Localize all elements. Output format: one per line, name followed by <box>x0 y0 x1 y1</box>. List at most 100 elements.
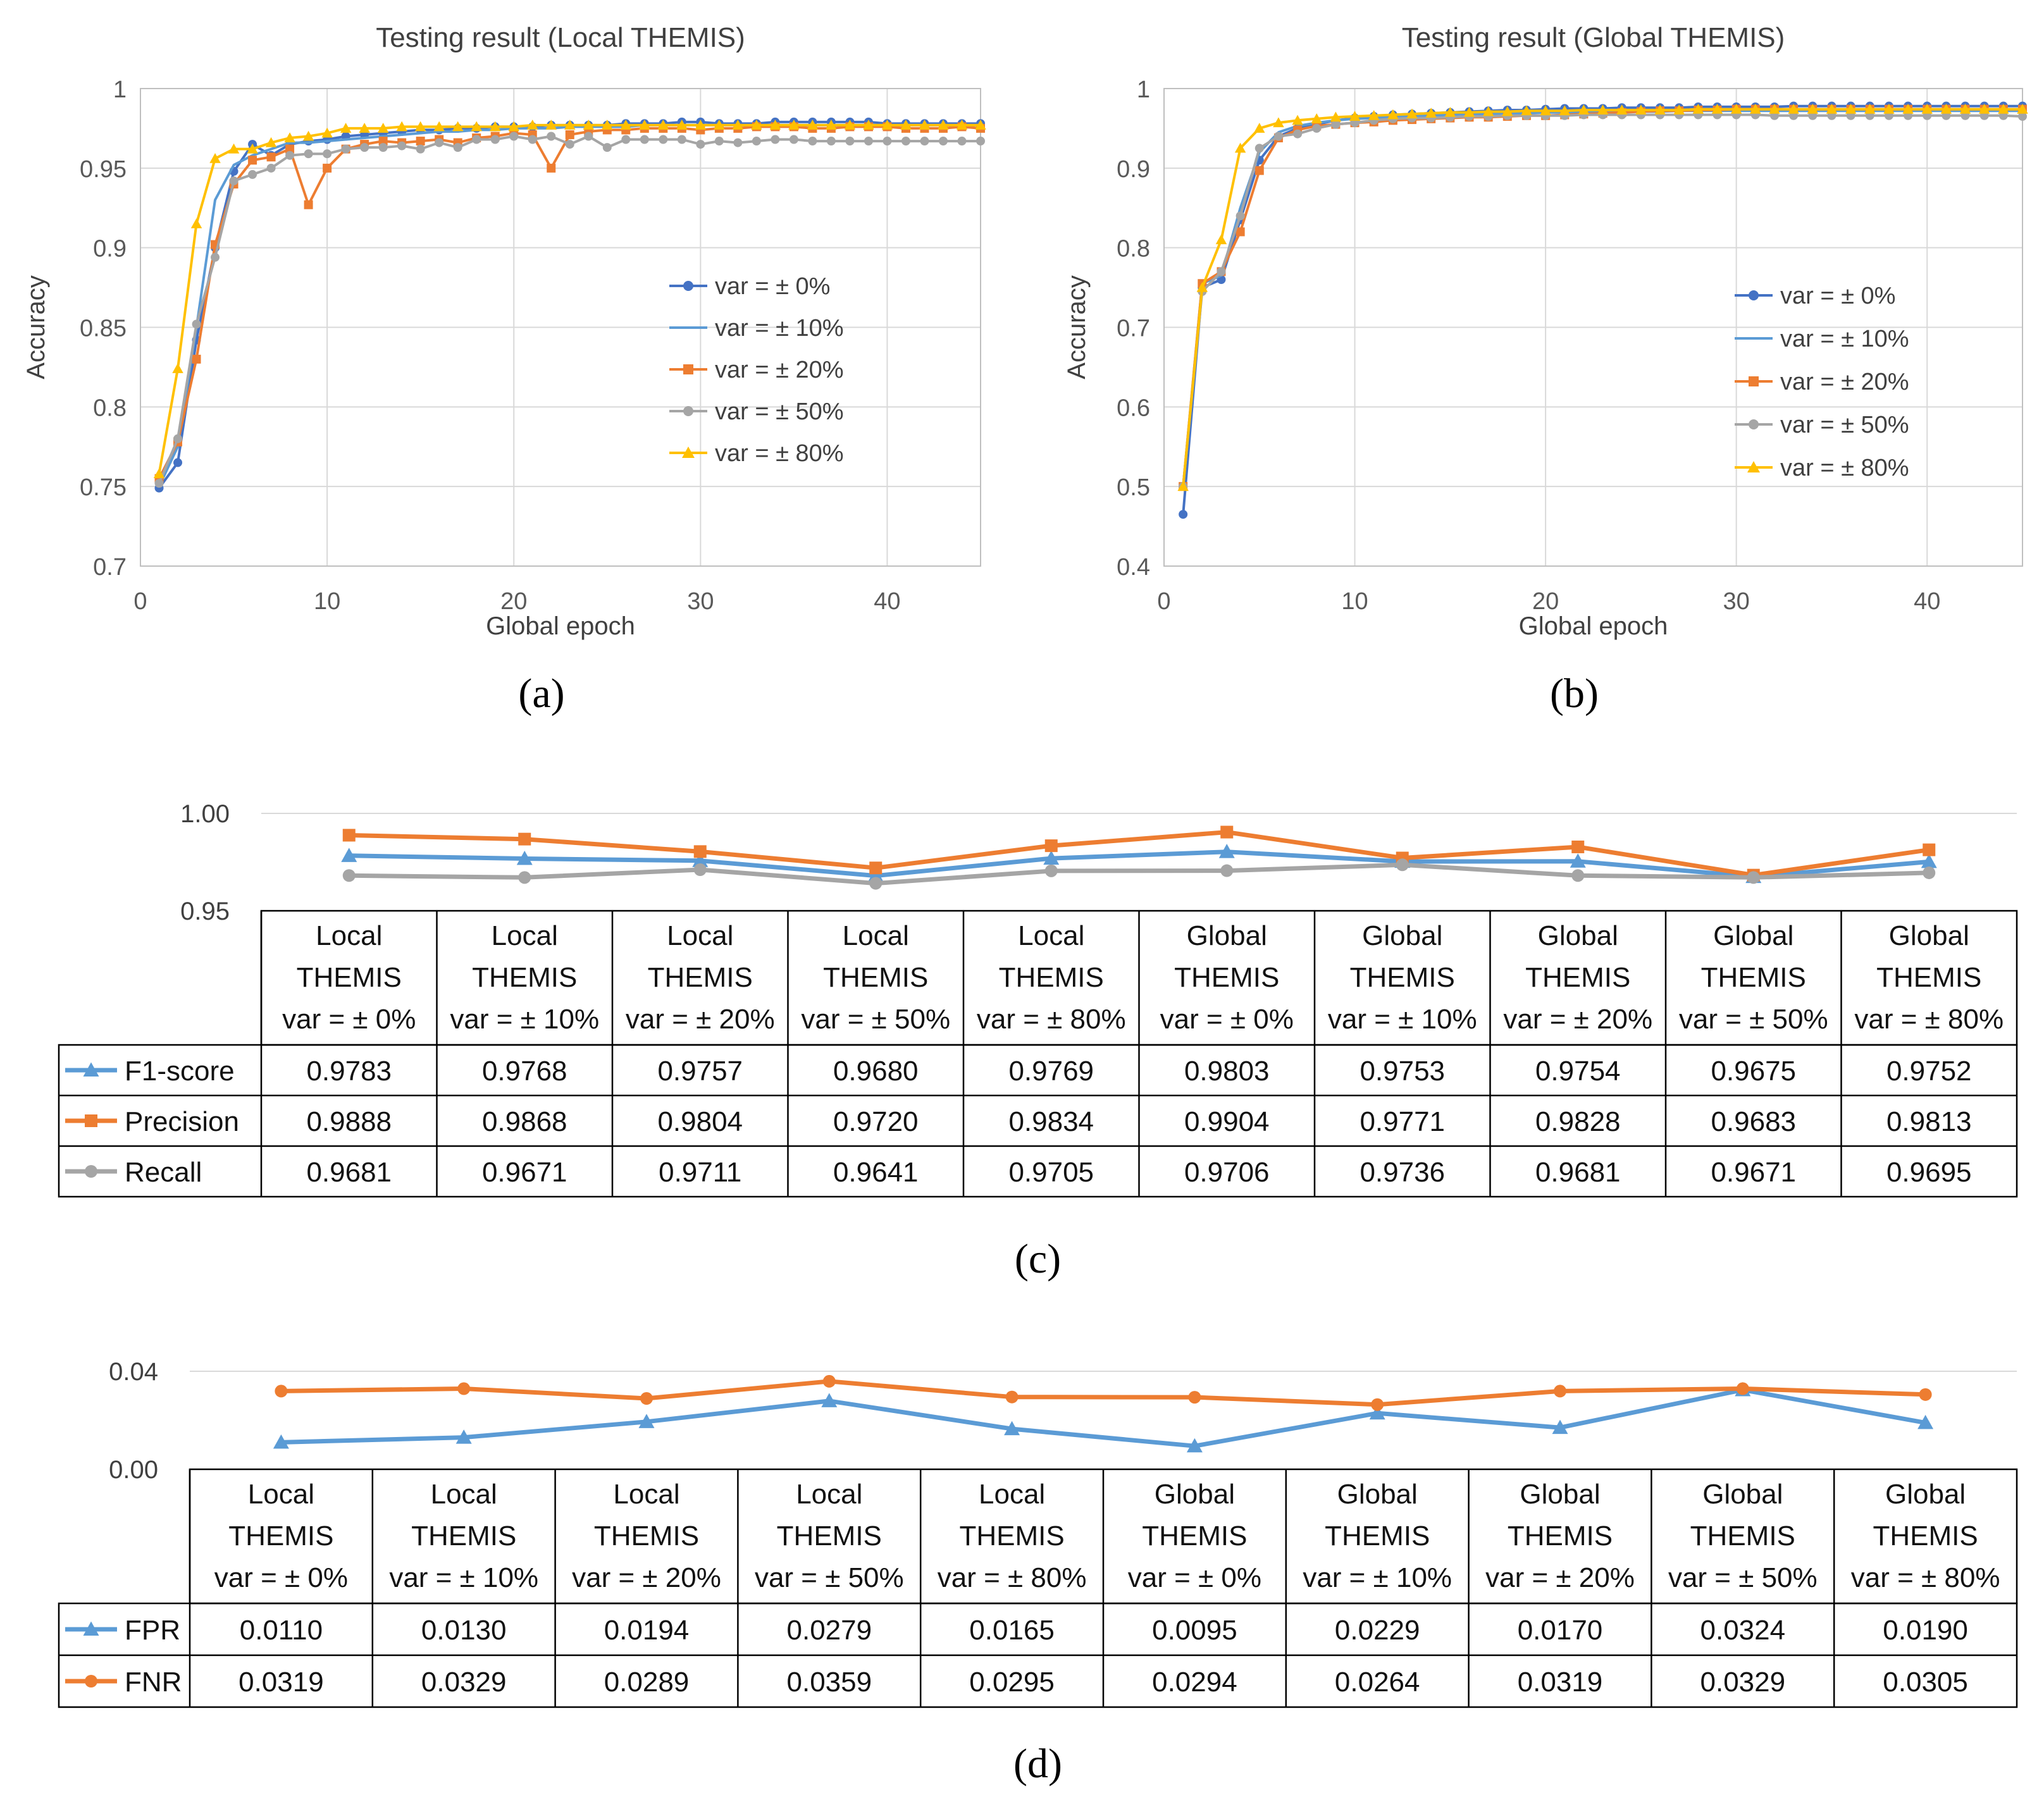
table-header-text: var = ± 50% <box>1679 1004 1828 1035</box>
data-point <box>2017 103 2028 114</box>
table-cell: 0.9695 <box>1886 1157 1972 1188</box>
table-header-text: var = ± 0% <box>1128 1562 1261 1593</box>
data-point <box>640 1392 653 1405</box>
series-line-recall <box>349 862 1929 886</box>
data-point <box>1883 103 1895 114</box>
table-header-text: THEMIS <box>777 1521 882 1552</box>
data-point <box>1917 1414 1934 1429</box>
table-header-text: THEMIS <box>1701 962 1806 993</box>
y-tick-label: 0.04 <box>109 1358 158 1386</box>
table-header-text: Global <box>1889 920 1969 951</box>
data-point <box>518 871 531 884</box>
table-cell: 0.0324 <box>1700 1615 1786 1646</box>
table-header-text: Global <box>1187 920 1267 951</box>
chart-title: Testing result (Local THEMIS) <box>376 22 745 53</box>
y-tick-label: 0.9 <box>93 236 127 262</box>
table-cell: 0.9706 <box>1184 1157 1270 1188</box>
table-header-text: THEMIS <box>411 1521 516 1552</box>
table-header-text: var = ± 50% <box>1668 1562 1818 1593</box>
y-tick-label: 0.4 <box>1117 554 1150 581</box>
data-point <box>1463 107 1475 117</box>
data-point <box>976 137 985 146</box>
table-header-text: var = ± 50% <box>755 1562 904 1593</box>
table-header-text: var = ± 50% <box>801 1004 950 1035</box>
table-cell: 0.9681 <box>1535 1157 1621 1188</box>
data-point <box>788 120 800 130</box>
data-point <box>584 132 593 141</box>
table-header-text: Local <box>796 1479 862 1510</box>
data-point <box>266 163 276 173</box>
data-point <box>1371 1398 1384 1411</box>
table-cell: 0.9753 <box>1360 1056 1445 1087</box>
data-point <box>657 120 669 130</box>
data-point <box>545 120 557 130</box>
data-point <box>192 319 201 329</box>
data-point <box>528 135 537 144</box>
data-point <box>342 869 356 882</box>
y-tick-label: 0.75 <box>80 474 127 501</box>
data-point <box>172 363 183 373</box>
data-point <box>209 152 221 163</box>
x-tick-label: 10 <box>314 588 340 615</box>
table-body-border <box>58 1044 2018 1198</box>
series-line-5 <box>158 123 981 474</box>
table-cell: 0.0329 <box>1700 1667 1786 1698</box>
data-point <box>1482 106 1494 116</box>
data-point <box>1293 129 1303 139</box>
y-tick-label: 0.9 <box>1117 156 1150 183</box>
table-header-text: THEMIS <box>1876 962 1981 993</box>
data-point <box>340 123 352 133</box>
data-point <box>808 137 817 146</box>
legend-marker <box>1749 376 1759 386</box>
panel-a-line-chart: Testing result (Local THEMIS) 0.7 0.75 0.8 0… <box>22 22 986 717</box>
data-point <box>1330 111 1342 122</box>
table-header-text: THEMIS <box>472 962 577 993</box>
table-cell: 0.0229 <box>1335 1615 1420 1646</box>
chart-title: Testing result (Global THEMIS) <box>1402 22 1785 53</box>
table-cell: 0.0110 <box>240 1615 323 1646</box>
table-cell: 0.9754 <box>1535 1056 1621 1087</box>
table-header-text: var = ± 80% <box>1851 1562 2000 1593</box>
data-point <box>621 135 631 144</box>
data-point <box>565 140 574 149</box>
table-header-text: Local <box>979 1479 1045 1510</box>
data-point <box>845 137 855 146</box>
data-point <box>863 120 874 130</box>
data-point <box>211 252 220 262</box>
data-point <box>1044 864 1058 877</box>
data-point <box>1571 840 1585 853</box>
table-header-text: THEMIS <box>648 962 753 993</box>
data-point <box>1273 132 1283 141</box>
table-header-text: Global <box>1155 1479 1235 1510</box>
y-tick-label: 1.00 <box>180 800 230 828</box>
panel-label: (c) <box>1015 1236 1061 1282</box>
data-point <box>526 120 538 130</box>
data-point <box>377 123 389 133</box>
data-point <box>304 149 313 159</box>
data-point <box>248 170 257 179</box>
y-tick-label: 0.95 <box>80 156 127 183</box>
x-tick-label: 30 <box>1723 588 1750 615</box>
data-point <box>771 135 780 144</box>
table-header-text: var = ± 80% <box>1854 1004 2004 1035</box>
legend-label: var = ± 20% <box>1780 369 1909 395</box>
table-cell: 0.9888 <box>306 1106 392 1137</box>
panel-label: (a) <box>518 670 564 717</box>
legend-marker <box>683 406 693 416</box>
data-point <box>1502 106 1513 116</box>
data-point <box>1826 103 1838 114</box>
legend-label: var = ± 0% <box>1780 283 1895 309</box>
data-point <box>472 135 481 144</box>
data-point <box>284 132 295 143</box>
table-header-text: Local <box>1018 920 1084 951</box>
data-point <box>509 132 519 141</box>
table-header-text: var = ± 20% <box>626 1004 775 1035</box>
data-point <box>1923 866 1936 879</box>
data-point <box>1369 1405 1385 1420</box>
series-line-fnr <box>281 1379 1926 1407</box>
y-tick-label: 1 <box>113 77 127 103</box>
series-line-2 <box>158 123 981 488</box>
data-point <box>396 121 407 132</box>
data-point <box>433 121 445 132</box>
data-point <box>1864 103 1876 114</box>
